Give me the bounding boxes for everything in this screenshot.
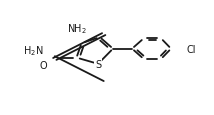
- Text: NH$_2$: NH$_2$: [67, 22, 86, 36]
- Text: Cl: Cl: [187, 44, 196, 54]
- Text: H$_2$N: H$_2$N: [23, 44, 43, 58]
- Text: S: S: [95, 59, 101, 69]
- Text: O: O: [40, 60, 47, 70]
